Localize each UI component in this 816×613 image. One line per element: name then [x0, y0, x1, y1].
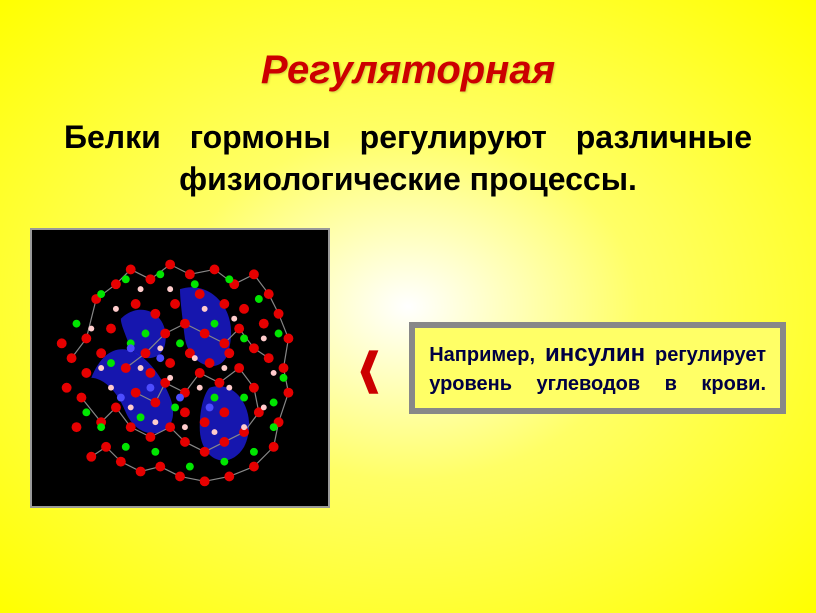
- slide-subtitle: Белки гормоны регулируют различные физио…: [0, 93, 816, 200]
- content-row: ❰ Например, инсулин регулирует уровень у…: [0, 200, 816, 508]
- molecule-image: [30, 228, 330, 508]
- example-callout: Например, инсулин регулирует уровень угл…: [409, 322, 786, 413]
- callout-prefix: Например,: [429, 344, 545, 366]
- callout-emphasis: инсулин: [545, 340, 645, 367]
- slide-title: Регуляторная: [0, 0, 816, 93]
- chevron-left-icon: ❰: [356, 344, 384, 393]
